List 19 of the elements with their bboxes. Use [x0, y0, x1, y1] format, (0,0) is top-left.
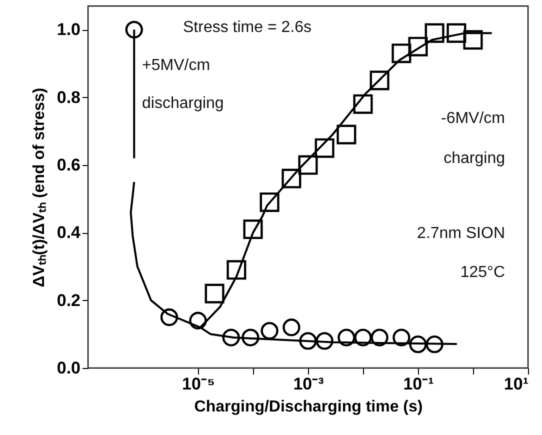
annotation: Stress time = 2.6s [183, 19, 312, 36]
y-tick-label: 0.0 [56, 358, 80, 378]
annotation: 2.7nm SION [416, 225, 505, 242]
y-tick-label: 1.0 [56, 20, 80, 40]
x-tick-label: 10⁻³ [293, 374, 324, 394]
y-tick-label: 0.8 [56, 88, 80, 107]
x-axis-title: Charging/Discharging time (s) [194, 398, 423, 416]
y-tick-label: 0.4 [56, 223, 82, 242]
x-tick-label: 10¹ [504, 374, 529, 394]
x-tick-label: 10⁻¹ [403, 374, 434, 394]
annotation: 125°C [460, 264, 505, 281]
y-tick-label: 0.2 [56, 290, 80, 310]
y-tick-label: 0.6 [56, 156, 80, 175]
y-axis-title: ΔVₜₕ(t)/ΔVₜₕ (end of stress) [30, 88, 48, 288]
x-tick-label: 10⁻⁵ [182, 374, 215, 394]
annotation: charging [444, 150, 505, 167]
annotation: discharging [142, 95, 224, 112]
annotation: +5MV/cm [142, 57, 210, 74]
annotation: -6MV/cm [441, 110, 505, 127]
